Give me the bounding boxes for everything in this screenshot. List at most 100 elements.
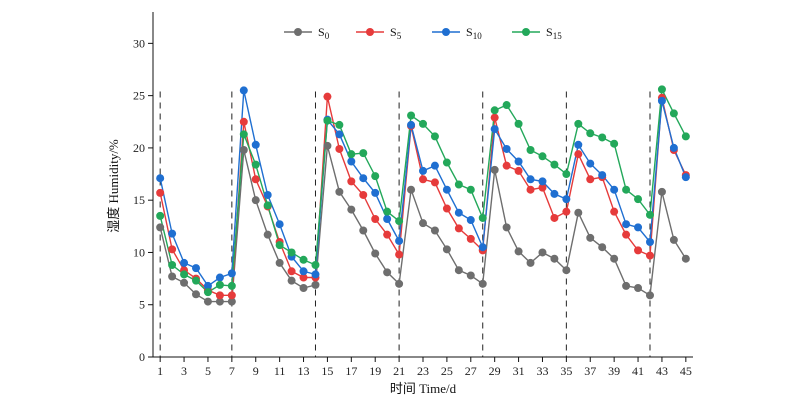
data-point-s15 (502, 101, 511, 110)
axes (152, 12, 693, 358)
data-point-s10 (454, 208, 463, 217)
data-point-s15 (430, 132, 439, 141)
data-point-s15 (287, 248, 296, 257)
data-point-s10 (442, 185, 451, 194)
x-tick-label: 25 (441, 364, 453, 378)
data-point-s10 (610, 185, 619, 194)
data-point-s5 (227, 291, 236, 300)
data-point-s10 (681, 173, 690, 182)
data-point-s10 (657, 96, 666, 105)
x-tick-label: 31 (513, 364, 525, 378)
data-point-s15 (657, 85, 666, 94)
x-tick-label: 27 (465, 364, 477, 378)
data-point-s15 (263, 201, 272, 210)
data-point-s10 (622, 220, 631, 229)
data-point-s0 (383, 268, 392, 277)
data-point-s10 (335, 130, 344, 139)
data-point-s5 (395, 250, 404, 259)
data-point-s0 (538, 248, 547, 257)
legend-label-s5: S5 (390, 25, 402, 41)
data-point-s15 (550, 160, 559, 169)
data-point-s15 (490, 106, 499, 115)
data-point-s0 (335, 187, 344, 196)
x-tick-label: 37 (584, 364, 596, 378)
data-point-s15 (335, 120, 344, 129)
data-point-s5 (419, 175, 427, 184)
data-point-s5 (215, 291, 224, 300)
data-point-s15 (669, 109, 678, 118)
data-point-s10 (407, 120, 416, 129)
data-point-s0 (514, 247, 523, 256)
data-point-s10 (347, 157, 356, 166)
data-point-s15 (371, 172, 380, 181)
data-point-s15 (634, 195, 643, 204)
data-point-s5 (359, 190, 368, 199)
data-point-s0 (395, 279, 404, 288)
data-point-s10 (180, 258, 189, 267)
period-divider-lines (159, 91, 651, 357)
data-point-s10 (645, 238, 654, 246)
data-point-s15 (419, 119, 427, 128)
data-point-s10 (383, 215, 392, 223)
data-point-s15 (275, 241, 284, 250)
data-point-s10 (275, 220, 284, 229)
data-point-s0 (550, 254, 559, 263)
data-point-s0 (239, 146, 248, 154)
data-point-s0 (287, 276, 296, 285)
data-point-s0 (407, 185, 416, 194)
data-point-s15 (227, 281, 236, 290)
data-point-s0 (347, 205, 356, 214)
data-point-s5 (610, 207, 619, 216)
data-point-s10 (311, 270, 320, 279)
x-tick-label: 43 (656, 364, 668, 378)
y-tick-label: 0 (139, 350, 145, 364)
data-point-s0 (311, 280, 320, 289)
data-point-s10 (502, 144, 511, 153)
data-point-s10 (514, 157, 523, 166)
data-point-s10 (490, 125, 499, 134)
data-point-s10 (419, 166, 427, 175)
data-point-s5 (251, 175, 260, 184)
y-tick-label: 20 (133, 141, 145, 155)
x-tick-label: 41 (632, 364, 644, 378)
data-point-s5 (323, 92, 332, 101)
data-point-s10 (466, 216, 475, 225)
data-point-s0 (490, 165, 499, 174)
data-point-s5 (634, 246, 643, 255)
data-point-s5 (538, 183, 547, 192)
data-point-s15 (622, 185, 631, 194)
data-point-s5 (430, 178, 439, 187)
data-point-s10 (251, 140, 260, 149)
data-point-s15 (478, 213, 487, 222)
x-tick-label: 3 (181, 364, 187, 378)
data-point-s0 (263, 230, 272, 239)
data-point-s5 (622, 230, 631, 239)
data-point-s10 (586, 159, 595, 168)
data-point-s5 (586, 175, 595, 184)
data-point-s0 (454, 266, 463, 275)
y-tick-label: 10 (133, 245, 145, 259)
data-point-s0 (442, 245, 451, 254)
x-tick-label: 33 (536, 364, 548, 378)
data-point-s0 (359, 226, 368, 235)
x-tick-label: 15 (321, 364, 333, 378)
data-point-s0 (657, 187, 666, 196)
y-tick-label: 15 (133, 193, 145, 207)
legend-label-s10: S10 (466, 25, 482, 41)
data-point-s15 (681, 132, 690, 141)
x-tick-label: 11 (274, 364, 286, 378)
data-point-s0 (478, 279, 487, 288)
data-point-s5 (490, 113, 499, 122)
data-point-s10 (215, 273, 224, 282)
x-tick-label: 39 (608, 364, 620, 378)
data-point-s0 (203, 297, 212, 306)
data-point-s10 (634, 223, 643, 232)
x-tick-label: 5 (205, 364, 211, 378)
data-point-s0 (299, 284, 308, 292)
x-tick-label: 17 (345, 364, 357, 378)
data-point-s15 (168, 261, 177, 269)
legend: S0 S5 S10 S15 (284, 25, 562, 41)
data-point-s0 (502, 223, 511, 232)
y-tick-label: 5 (139, 298, 145, 312)
